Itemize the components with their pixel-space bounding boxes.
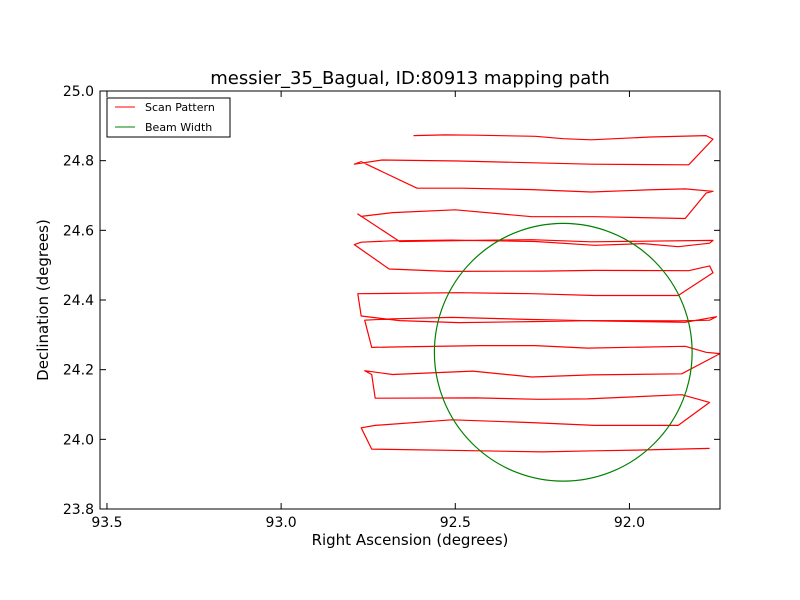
beam-width-circle (433, 222, 693, 482)
plot-area (100, 91, 720, 509)
legend-box (106, 97, 231, 138)
chart-title: messier_35_Bagual, ID:80913 mapping path (210, 68, 610, 89)
y-tick-label: 24.0 (63, 432, 94, 448)
scan-pattern-line (353, 134, 720, 453)
y-tick-label: 24.2 (63, 363, 94, 379)
y-tick-label: 23.8 (63, 502, 94, 518)
x-tick-label: 93.0 (266, 515, 297, 531)
data-layer (353, 134, 720, 482)
legend-label-beam-width: Beam Width (145, 121, 212, 134)
x-axis-label: Right Ascension (degrees) (312, 531, 509, 549)
x-tick-label: 92.5 (440, 515, 471, 531)
legend: Scan Pattern Beam Width (106, 97, 231, 138)
x-tick-label: 93.5 (91, 515, 122, 531)
y-tick-label: 24.8 (63, 154, 94, 170)
y-tick-label: 25.0 (63, 84, 94, 100)
ticks-layer: 93.5 93.0 92.5 92.0 23.8 24.0 24.2 24.4 24.6 24.8… (63, 84, 720, 531)
legend-label-scan-pattern: Scan Pattern (145, 101, 215, 114)
y-axis-label: Declination (degrees) (34, 219, 52, 381)
y-tick-label: 24.6 (63, 223, 94, 239)
x-tick-label: 92.0 (614, 515, 645, 531)
y-tick-label: 24.4 (63, 293, 94, 309)
